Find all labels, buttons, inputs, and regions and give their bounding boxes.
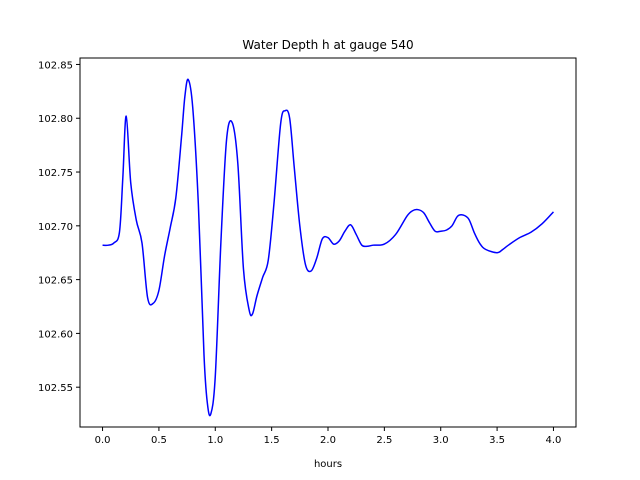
x-tick-label: 1.0: [207, 435, 223, 446]
x-tick-label: 2.0: [320, 435, 336, 446]
y-axis: 102.55 102.60 102.65 102.70 102.75 102.80 102.…: [38, 60, 80, 394]
series-line-0: [102, 78, 554, 417]
y-tick-label: 102.80: [38, 114, 73, 125]
x-tick-label: 2.5: [376, 435, 392, 446]
x-tick-label: 3.0: [433, 435, 449, 446]
x-tick-label: 4.0: [546, 435, 562, 446]
y-tick-label: 102.85: [38, 60, 73, 71]
chart-title: Water Depth h at gauge 540: [242, 38, 413, 52]
y-tick-label: 102.75: [38, 168, 73, 179]
x-tick-label: 0.0: [95, 435, 111, 446]
y-tick-label: 102.65: [38, 276, 73, 287]
x-axis: 0.0 0.5 1.0 1.5 2.0 2.5 3.0 3.5 4.0: [95, 427, 562, 446]
x-tick-label: 3.5: [489, 435, 505, 446]
x-tick-label: 1.5: [264, 435, 280, 446]
x-tick-label: 0.5: [151, 435, 167, 446]
x-axis-label: hours: [314, 459, 342, 470]
y-tick-label: 102.55: [38, 383, 73, 394]
y-tick-label: 102.60: [38, 329, 73, 340]
series-layer: [102, 78, 554, 417]
y-tick-label: 102.70: [38, 222, 73, 233]
